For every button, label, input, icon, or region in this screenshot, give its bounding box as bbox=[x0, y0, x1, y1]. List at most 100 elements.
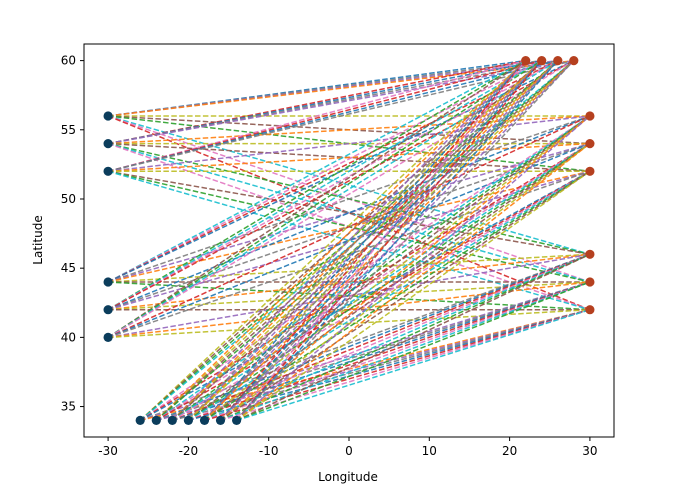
destination-point bbox=[569, 56, 579, 66]
route-line bbox=[107, 59, 527, 311]
x-axis: -30 -20 -10 0 10 20 30 bbox=[98, 437, 598, 458]
destination-point bbox=[585, 305, 595, 315]
route-line bbox=[187, 60, 527, 421]
origin-point bbox=[232, 415, 242, 425]
x-axis-label: Longitude bbox=[318, 470, 378, 484]
route-line bbox=[139, 170, 591, 422]
destination-point bbox=[521, 56, 531, 66]
y-tick-label: 40 bbox=[61, 330, 76, 344]
route-line bbox=[187, 60, 543, 421]
x-tick-label: 30 bbox=[582, 444, 597, 458]
route-line bbox=[204, 115, 591, 421]
origin-point bbox=[103, 111, 113, 121]
route-line bbox=[139, 60, 559, 421]
route-line bbox=[107, 59, 559, 311]
route-line bbox=[219, 60, 575, 421]
route-line bbox=[203, 60, 543, 421]
x-tick-label: -20 bbox=[179, 444, 199, 458]
route-line bbox=[107, 59, 543, 339]
x-tick-label: -30 bbox=[98, 444, 118, 458]
origin-point bbox=[135, 415, 145, 425]
origin-point bbox=[199, 415, 210, 425]
route-line bbox=[219, 60, 559, 421]
route-line bbox=[139, 281, 591, 422]
route-line bbox=[140, 308, 591, 422]
origin-point bbox=[167, 415, 177, 425]
route-line bbox=[236, 60, 527, 421]
route-line bbox=[107, 59, 575, 311]
y-tick-label: 35 bbox=[61, 400, 76, 414]
y-tick-label: 60 bbox=[61, 54, 76, 68]
route-line bbox=[188, 253, 591, 422]
route-line bbox=[204, 253, 591, 422]
route-line bbox=[107, 170, 591, 256]
route-line bbox=[187, 142, 591, 422]
route-line bbox=[236, 281, 591, 422]
route-line bbox=[172, 281, 591, 422]
route-line bbox=[107, 253, 591, 339]
scatter-points bbox=[103, 56, 595, 425]
route-line bbox=[220, 253, 591, 422]
y-axis: 35 40 45 50 55 60 bbox=[61, 54, 84, 414]
route-line bbox=[236, 170, 591, 422]
y-axis-label: Latitude bbox=[31, 215, 45, 264]
route-line bbox=[108, 281, 590, 311]
route-line bbox=[156, 253, 591, 422]
route-line bbox=[236, 253, 591, 422]
route-line bbox=[171, 60, 527, 421]
route-line bbox=[236, 115, 591, 421]
route-lines bbox=[107, 59, 591, 422]
destination-point bbox=[585, 166, 595, 176]
route-line bbox=[155, 142, 591, 422]
route-line bbox=[107, 59, 543, 283]
destination-point bbox=[585, 139, 595, 149]
route-line bbox=[107, 59, 527, 339]
route-line bbox=[108, 59, 526, 117]
route-line bbox=[155, 60, 527, 421]
route-line bbox=[107, 59, 559, 339]
route-line bbox=[203, 60, 559, 421]
route-line bbox=[220, 142, 591, 422]
route-line bbox=[236, 143, 591, 421]
origin-point bbox=[103, 277, 113, 287]
route-line bbox=[107, 59, 559, 283]
route-line bbox=[139, 60, 527, 421]
origin-point bbox=[103, 332, 113, 342]
origin-point bbox=[215, 415, 226, 425]
destination-point bbox=[537, 56, 547, 66]
destination-point bbox=[585, 249, 595, 259]
origin-point bbox=[103, 305, 113, 315]
x-tick-label: 0 bbox=[345, 444, 353, 458]
route-line bbox=[188, 308, 591, 422]
route-line bbox=[155, 60, 575, 421]
route-line bbox=[236, 308, 591, 422]
route-line bbox=[107, 59, 543, 311]
route-line bbox=[236, 60, 575, 421]
route-line bbox=[204, 170, 591, 422]
x-tick-label: 20 bbox=[502, 444, 517, 458]
route-line bbox=[204, 142, 591, 422]
route-line bbox=[220, 170, 591, 422]
route-line bbox=[172, 253, 591, 422]
route-line bbox=[107, 115, 591, 339]
route-line bbox=[107, 170, 591, 311]
y-tick-label: 55 bbox=[61, 123, 76, 137]
route-line bbox=[171, 142, 591, 422]
route-line bbox=[108, 115, 590, 145]
x-tick-label: -10 bbox=[259, 444, 279, 458]
origin-point bbox=[103, 166, 113, 176]
x-tick-label: 10 bbox=[422, 444, 437, 458]
y-tick-label: 50 bbox=[61, 192, 76, 206]
destination-point bbox=[553, 56, 563, 66]
destination-point bbox=[585, 111, 595, 121]
destination-point bbox=[585, 277, 595, 287]
route-line bbox=[236, 60, 559, 421]
origin-point bbox=[183, 415, 193, 425]
route-line bbox=[107, 59, 558, 173]
route-line bbox=[107, 115, 591, 283]
route-line bbox=[220, 281, 591, 422]
route-line bbox=[171, 115, 591, 422]
route-line bbox=[139, 142, 591, 422]
